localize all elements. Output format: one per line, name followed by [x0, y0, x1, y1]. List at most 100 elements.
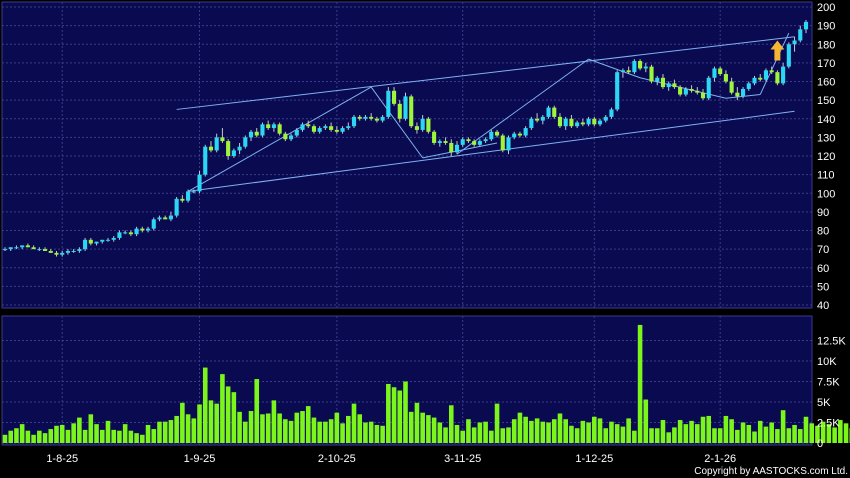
- volume-bar: [174, 415, 179, 443]
- candle: [266, 124, 271, 129]
- volume-bar: [500, 428, 506, 443]
- price-tick-label: 110: [817, 170, 835, 182]
- volume-tick-label: 10K: [817, 356, 837, 368]
- candlestick-series: [2, 20, 809, 257]
- candle: [683, 88, 688, 95]
- candle: [535, 118, 540, 121]
- candle: [163, 217, 168, 220]
- trend-line: [456, 58, 589, 155]
- volume-bar: [677, 420, 683, 443]
- candle: [8, 247, 13, 250]
- candle: [603, 116, 608, 121]
- volume-series: [2, 324, 850, 443]
- candle: [432, 131, 437, 143]
- trend-line: [176, 36, 795, 110]
- candle: [437, 141, 442, 143]
- candle: [369, 116, 374, 119]
- candle: [254, 131, 259, 136]
- candle: [380, 116, 385, 121]
- candle: [729, 81, 734, 93]
- candle: [100, 239, 105, 242]
- volume-bar: [300, 411, 305, 443]
- candle: [689, 88, 694, 91]
- volume-bar: [168, 420, 174, 443]
- price-tick-label: 160: [817, 77, 835, 89]
- candle: [231, 150, 236, 156]
- volume-bar: [477, 422, 483, 443]
- date-tick-label: 2-10-25: [318, 453, 356, 465]
- price-tick-label: 180: [817, 39, 835, 51]
- candle: [592, 118, 597, 125]
- candle: [649, 66, 654, 82]
- volume-bar: [65, 429, 71, 443]
- volume-bar: [386, 383, 391, 443]
- candle: [506, 137, 511, 151]
- volume-bar: [345, 415, 351, 443]
- candle: [94, 241, 99, 244]
- candle: [117, 232, 122, 238]
- volume-bar: [317, 421, 322, 443]
- candle: [466, 139, 471, 142]
- volume-bar: [660, 420, 666, 443]
- volume-bar: [466, 419, 471, 443]
- candle: [140, 228, 145, 231]
- candle: [769, 70, 774, 73]
- volume-bar: [305, 406, 311, 443]
- volume-bar: [220, 374, 225, 443]
- candle: [472, 141, 477, 145]
- candle: [477, 141, 482, 145]
- volume-bar: [551, 419, 557, 443]
- volume-bar: [706, 415, 712, 443]
- price-tick-label: 70: [817, 244, 829, 256]
- candle: [620, 70, 625, 73]
- volume-bar: [471, 427, 477, 443]
- price-tick-label: 170: [817, 58, 835, 70]
- volume-bar: [368, 421, 374, 443]
- candle: [563, 118, 568, 127]
- candle: [615, 72, 620, 110]
- copyright-text: Copyright by AASTOCKS.com Ltd.: [694, 466, 848, 477]
- price-tick-label: 90: [817, 207, 829, 219]
- volume-bar: [254, 379, 260, 443]
- candle: [397, 103, 402, 119]
- volume-bar: [243, 421, 248, 443]
- volume-bar: [363, 422, 368, 443]
- candle: [517, 133, 522, 136]
- volume-bar: [483, 421, 488, 443]
- date-tick-label: 1-8-25: [46, 453, 78, 465]
- volume-bar: [140, 434, 145, 443]
- candle: [626, 70, 631, 73]
- candle: [494, 131, 500, 136]
- candle: [580, 122, 585, 125]
- volume-bar: [323, 421, 328, 443]
- volume-bar: [391, 387, 397, 443]
- volume-bar: [231, 392, 237, 443]
- volume-bar: [729, 419, 734, 443]
- candle: [735, 92, 740, 97]
- volume-bar: [328, 419, 334, 443]
- volume-bar: [122, 424, 128, 443]
- volume-bar: [626, 418, 631, 443]
- candle: [48, 250, 53, 253]
- candle: [134, 228, 139, 235]
- candle: [523, 128, 528, 136]
- volume-bar: [809, 423, 815, 443]
- volume-bar: [792, 424, 797, 443]
- candle: [363, 116, 368, 119]
- volume-bar: [77, 417, 82, 443]
- volume-bar: [117, 430, 122, 443]
- candle: [758, 77, 763, 80]
- price-tick-label: 150: [817, 95, 835, 107]
- candle: [746, 83, 751, 89]
- candle: [42, 249, 48, 251]
- candle: [214, 137, 219, 151]
- volume-bar: [769, 422, 774, 443]
- volume-bar: [775, 429, 780, 443]
- date-tick-label: 1-9-25: [184, 453, 216, 465]
- candle: [786, 44, 791, 67]
- candle: [763, 70, 769, 80]
- volume-bar: [443, 427, 448, 443]
- candle: [638, 61, 643, 69]
- volume-bar: [185, 414, 191, 443]
